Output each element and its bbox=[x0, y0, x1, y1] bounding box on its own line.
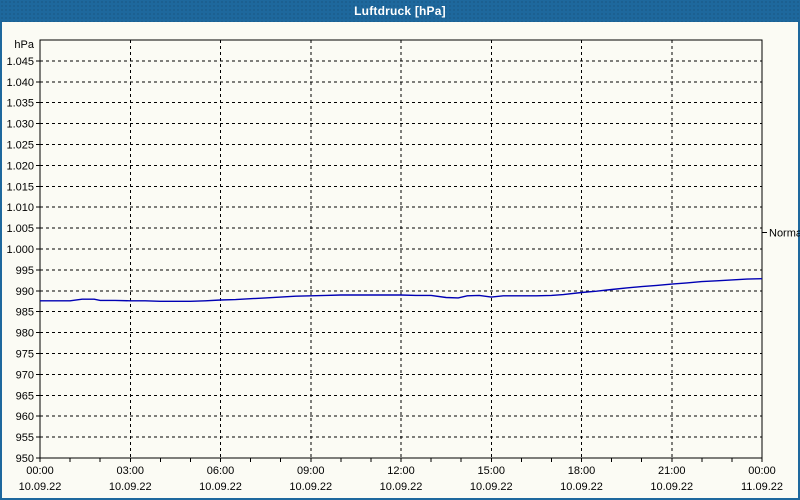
y-tick-label: 1.020 bbox=[6, 160, 34, 172]
plot-border bbox=[39, 39, 763, 459]
y-tick-label: 1.015 bbox=[6, 181, 34, 193]
y-tick-label: 990 bbox=[16, 286, 34, 298]
y-tick-label: 980 bbox=[16, 328, 34, 340]
y-axis-unit-label: hPa bbox=[14, 39, 34, 51]
y-tick-label: 1.030 bbox=[6, 119, 34, 131]
x-tick-time-label: 00:00 bbox=[748, 465, 776, 477]
x-tick-date-label: 10.09.22 bbox=[650, 481, 693, 493]
x-tick-time-label: 00:00 bbox=[26, 465, 54, 477]
y-tick-label: 955 bbox=[16, 432, 34, 444]
y-tick-label: 1.000 bbox=[6, 244, 34, 256]
x-tick-date-label: 10.09.22 bbox=[199, 481, 242, 493]
series bbox=[40, 278, 763, 302]
y-tick-label: 1.035 bbox=[6, 98, 34, 110]
y-tick-label: 960 bbox=[16, 411, 34, 423]
page-title: Luftdruck [hPa] bbox=[354, 4, 446, 18]
y-tick-label: 1.005 bbox=[6, 223, 34, 235]
x-tick-date-label: 10.09.22 bbox=[470, 481, 513, 493]
x-tick-date-label: 10.09.22 bbox=[19, 481, 62, 493]
y-tick-label: 970 bbox=[16, 369, 34, 381]
y-tick-label: 995 bbox=[16, 265, 34, 277]
y-tick-label: 975 bbox=[16, 349, 34, 361]
x-tick-time-label: 03:00 bbox=[116, 465, 144, 477]
y-tick-label: 965 bbox=[16, 390, 34, 402]
y-tick-label: 1.010 bbox=[6, 202, 34, 214]
x-tick-date-label: 10.09.22 bbox=[560, 481, 603, 493]
x-tick-time-label: 12:00 bbox=[387, 465, 415, 477]
y-tick-label: 985 bbox=[16, 307, 34, 319]
series-line bbox=[40, 278, 763, 302]
x-tick-time-label: 18:00 bbox=[568, 465, 596, 477]
x-tick-date-label: 10.09.22 bbox=[289, 481, 332, 493]
y-tick-label: 1.025 bbox=[6, 140, 34, 152]
x-tick-time-label: 06:00 bbox=[207, 465, 235, 477]
y-tick-label: 1.045 bbox=[6, 56, 34, 68]
axes bbox=[36, 39, 767, 462]
normal-marker-label: Normal bbox=[769, 227, 800, 239]
x-tick-date-label: 10.09.22 bbox=[380, 481, 423, 493]
x-tick-time-label: 09:00 bbox=[297, 465, 325, 477]
axis-labels: 950 955 960 965 970 975 980 985 990 995 1.000 1.005… bbox=[6, 39, 800, 493]
x-tick-date-label: 11.09.22 bbox=[741, 481, 783, 493]
x-tick-time-label: 21:00 bbox=[658, 465, 686, 477]
x-tick-date-label: 10.09.22 bbox=[109, 481, 152, 493]
grid-lines bbox=[40, 40, 762, 458]
y-tick-label: 950 bbox=[16, 453, 34, 465]
x-tick-time-label: 15:00 bbox=[477, 465, 505, 477]
window-title-bar: Luftdruck [hPa] bbox=[0, 0, 800, 22]
y-tick-label: 1.040 bbox=[6, 77, 34, 89]
